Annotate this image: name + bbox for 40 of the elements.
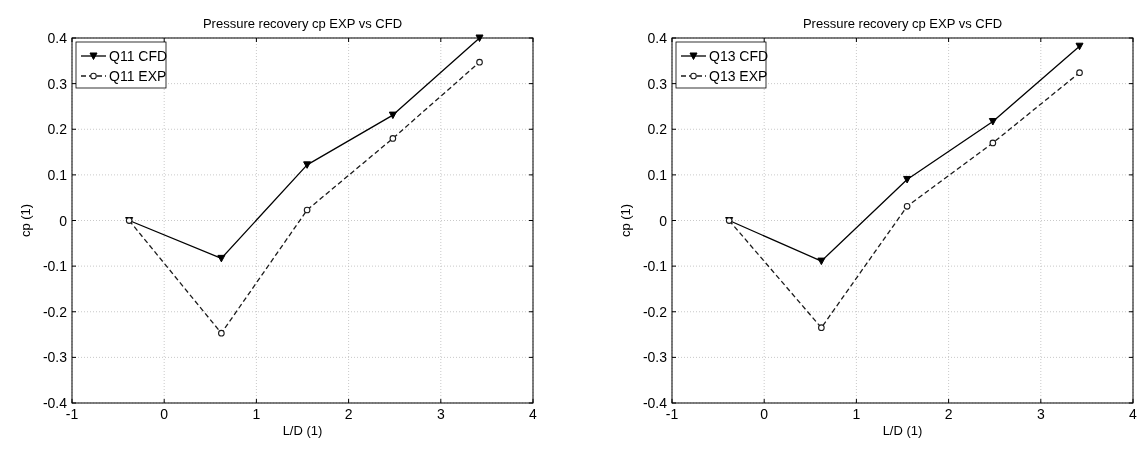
x-tick-label: 1	[252, 406, 261, 422]
y-tick-label: -0.3	[642, 349, 668, 366]
y-tick-label: 0.4	[47, 30, 68, 46]
chart-title: Pressure recovery cp EXP vs CFD	[802, 16, 1003, 31]
chart-title: Pressure recovery cp EXP vs CFD	[202, 16, 403, 31]
y-tick-label: 0	[659, 212, 668, 229]
y-tick-label: -0.4	[42, 395, 68, 411]
y-tick-label: -0.2	[642, 303, 668, 320]
y-tick-label: -0.3	[42, 349, 68, 366]
x-axis-title: L/D (1)	[882, 423, 923, 438]
x-tick-label: 0	[160, 406, 169, 422]
x-tick-label: 1	[852, 406, 861, 422]
legend-label: Q13 EXP	[709, 68, 768, 84]
y-tick-label: 0.4	[647, 30, 668, 46]
y-tick-label: 0.2	[47, 121, 68, 138]
y-tick-label: -0.1	[42, 258, 68, 275]
y-tick-label: 0.2	[647, 121, 668, 138]
x-tick-label: -1	[665, 406, 679, 422]
legend-label: Q11 CFD	[109, 48, 168, 64]
x-tick-label: 3	[436, 406, 445, 422]
y-axis-title: cp (1)	[618, 203, 633, 238]
x-tick-label: 2	[944, 406, 953, 422]
y-tick-label: 0.3	[647, 75, 668, 92]
legend-label: Q11 EXP	[109, 68, 167, 84]
legend-label: Q13 CFD	[709, 48, 769, 64]
x-axis-title: L/D (1)	[282, 423, 323, 438]
y-tick-label: 0.1	[647, 166, 668, 183]
y-tick-label: -0.4	[642, 395, 668, 411]
x-tick-label: -1	[65, 406, 79, 422]
y-axis-title: cp (1)	[18, 203, 33, 238]
y-tick-label: 0.1	[47, 166, 68, 183]
y-tick-label: 0	[59, 212, 68, 229]
x-tick-label: 3	[1036, 406, 1045, 422]
x-tick-label: 2	[344, 406, 353, 422]
y-tick-label: -0.1	[642, 258, 668, 275]
x-tick-label: 4	[1129, 406, 1138, 422]
x-tick-label: 4	[529, 406, 538, 422]
x-tick-label: 0	[760, 406, 769, 422]
y-tick-label: 0.3	[47, 75, 68, 92]
y-tick-label: -0.2	[42, 303, 68, 320]
